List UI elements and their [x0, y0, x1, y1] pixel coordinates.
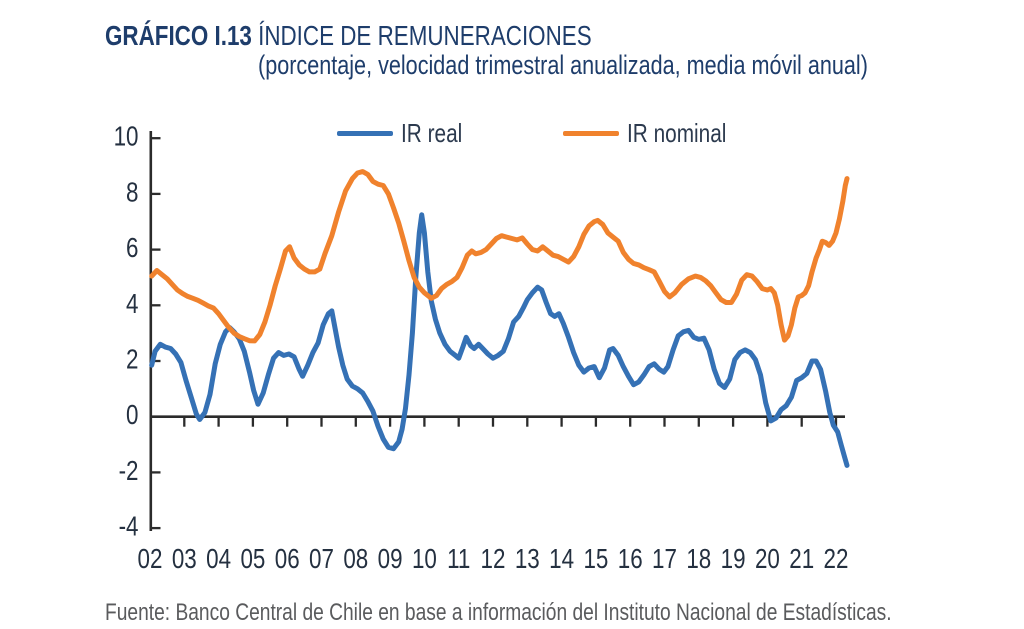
x-tick-label: 03	[172, 544, 197, 575]
x-tick-label: 17	[652, 544, 677, 575]
chart-title: GRÁFICO I.13 ÍNDICE DE REMUNERACIONES	[105, 22, 592, 50]
legend-swatch-ir-real-line	[337, 130, 393, 136]
y-tick-label: 10	[114, 121, 139, 152]
chart-title-number: GRÁFICO I.13	[105, 20, 252, 51]
x-tick-label: 12	[481, 544, 506, 575]
series-line-ir-nominal	[149, 169, 850, 344]
y-tick-label: 6	[126, 233, 138, 264]
legend-item-ir-nominal: IR nominal	[563, 120, 751, 146]
series-line-ir-real	[149, 212, 850, 468]
y-tick-label: 2	[126, 344, 138, 375]
x-tick-label: 21	[789, 544, 814, 575]
legend-label-ir-real: IR real	[401, 118, 463, 148]
source-note: Fuente: Banco Central de Chile en base a…	[105, 599, 892, 626]
x-tick-label: 16	[618, 544, 643, 575]
x-tick-label: 22	[824, 544, 849, 575]
x-tick-label: 20	[755, 544, 780, 575]
y-tick-label: 4	[126, 289, 138, 320]
x-tick-label: 14	[549, 544, 574, 575]
legend-item-ir-real: IR real	[337, 120, 478, 146]
y-tick-label: -2	[119, 456, 139, 487]
y-tick-label: -4	[119, 511, 139, 542]
x-tick-label: 08	[343, 544, 368, 575]
x-tick-label: 07	[309, 544, 334, 575]
x-tick-label: 06	[275, 544, 300, 575]
x-tick-label: 04	[206, 544, 231, 575]
x-tick-label: 18	[686, 544, 711, 575]
chart-title-text: ÍNDICE DE REMUNERACIONES	[258, 20, 592, 51]
y-tick-label: 8	[126, 177, 138, 208]
legend-swatch-ir-nominal-line	[563, 130, 619, 136]
x-tick-label: 19	[721, 544, 746, 575]
x-tick-label: 15	[583, 544, 608, 575]
x-tick-label: 10	[412, 544, 437, 575]
x-tick-label: 11	[447, 544, 470, 575]
x-tick-label: 05	[240, 544, 265, 575]
x-tick-label: 09	[378, 544, 403, 575]
x-tick-label: 13	[515, 544, 540, 575]
chart-subtitle: (porcentaje, velocidad trimestral anuali…	[258, 50, 868, 80]
legend-label-ir-nominal: IR nominal	[627, 118, 727, 148]
y-tick-label: 0	[126, 400, 138, 431]
x-tick-label: 02	[138, 544, 163, 575]
